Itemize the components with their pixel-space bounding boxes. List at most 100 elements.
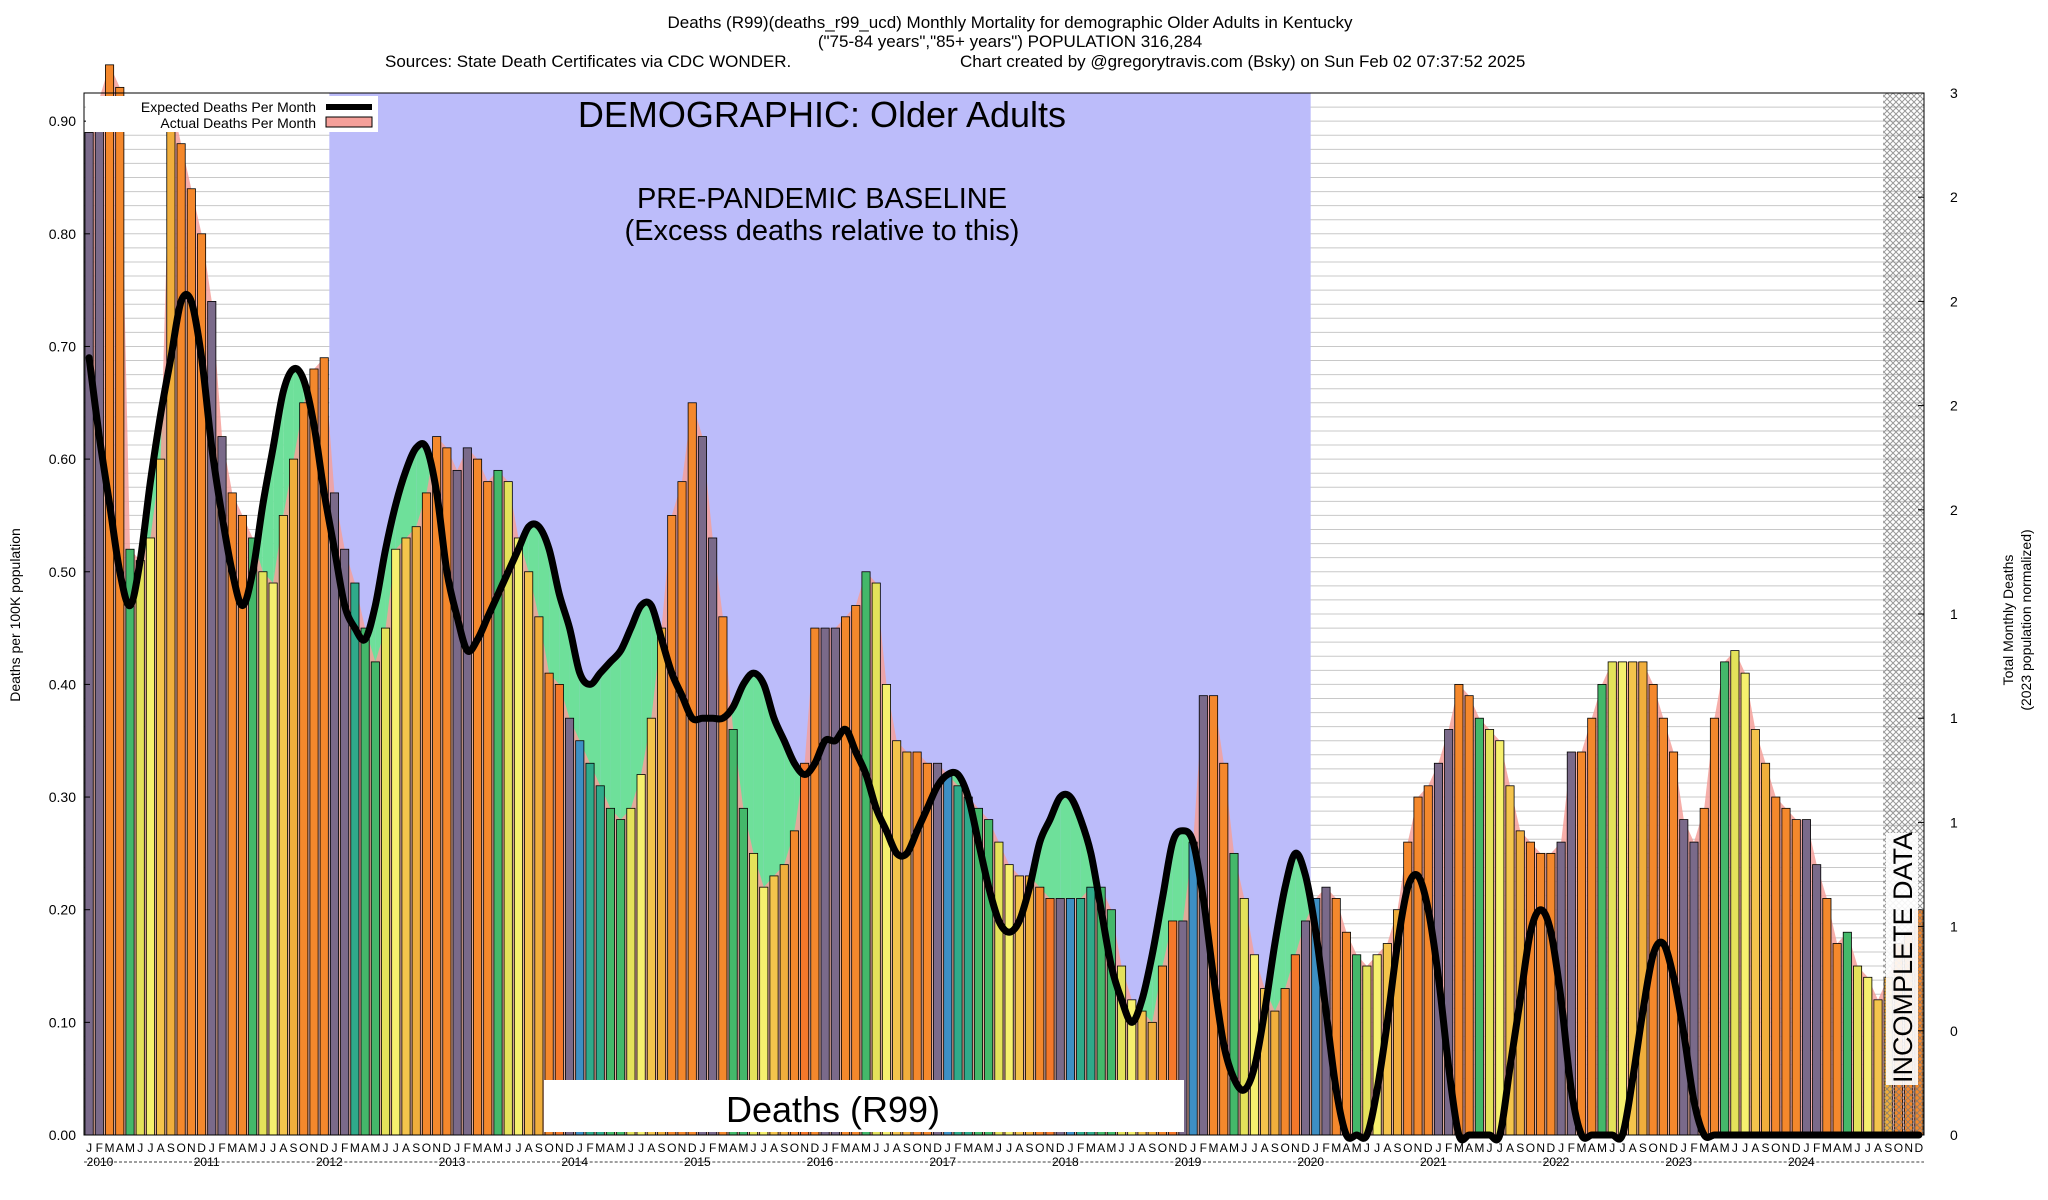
month-tick-label: M (370, 1141, 380, 1155)
month-tick-label: F (954, 1141, 961, 1155)
bar (411, 526, 421, 1136)
month-tick-label: O (912, 1141, 921, 1155)
month-tick-label: J (638, 1141, 644, 1155)
bar (105, 64, 115, 1136)
y-tick-label: 0.90 (49, 113, 76, 129)
month-tick-label: A (893, 1141, 901, 1155)
month-tick-label: J (383, 1141, 389, 1155)
year-tick-label: 2018 (1052, 1155, 1079, 1169)
bar (830, 627, 840, 1136)
year-tick-label: 2010 (87, 1155, 114, 1169)
month-tick-label: M (1577, 1141, 1587, 1155)
month-tick-label: J (1067, 1141, 1073, 1155)
month-tick-label: A (1138, 1141, 1146, 1155)
bar (1863, 976, 1873, 1136)
month-tick-label: A (852, 1141, 860, 1155)
month-tick-label: J (137, 1141, 143, 1155)
bar (452, 469, 462, 1136)
month-tick-label: A (1465, 1141, 1473, 1155)
bar (708, 537, 718, 1136)
incomplete-label-group: INCOMPLETE DATA (1886, 832, 1918, 1085)
month-tick-label: A (116, 1141, 124, 1155)
month-tick-label: D (1792, 1141, 1801, 1155)
month-tick-label: F (1077, 1141, 1084, 1155)
cause-label: Deaths (R99) (726, 1089, 940, 1130)
bar (381, 627, 391, 1136)
month-tick-label: J (1609, 1141, 1615, 1155)
month-tick-label: J (996, 1141, 1002, 1155)
bar (370, 661, 380, 1136)
month-tick-label: S (1026, 1141, 1034, 1155)
baseline-label-line1: PRE-PANDEMIC BASELINE (637, 183, 1007, 215)
bar (912, 751, 922, 1136)
bar (329, 492, 339, 1136)
bar (1352, 954, 1362, 1136)
bar (1801, 819, 1811, 1136)
y-tick-label: 0.70 (49, 338, 76, 354)
month-tick-label: M (1842, 1141, 1852, 1155)
chart-title-line2: ("75-84 years","85+ years") POPULATION 3… (818, 32, 1202, 51)
month-tick-label: J (699, 1141, 705, 1155)
bar (421, 492, 431, 1136)
month-tick-label: F (218, 1141, 225, 1155)
month-tick-label: O (544, 1141, 553, 1155)
chart-credit: Chart created by @gregorytravis.com (Bsk… (960, 52, 1525, 71)
bar (1454, 684, 1464, 1136)
month-tick-label: J (751, 1141, 757, 1155)
month-tick-label: M (1331, 1141, 1341, 1155)
month-tick-label: A (1015, 1141, 1023, 1155)
bar (1229, 852, 1239, 1136)
month-tick-label: A (647, 1141, 655, 1155)
month-tick-label: M (718, 1141, 728, 1155)
legend: Expected Deaths Per Month Actual Deaths … (86, 96, 378, 132)
month-tick-label: J (270, 1141, 276, 1155)
month-tick-label: D (1424, 1141, 1433, 1155)
month-tick-label: A (770, 1141, 778, 1155)
month-tick-label: J (761, 1141, 767, 1155)
month-tick-label: A (1629, 1141, 1637, 1155)
month-tick-label: J (1435, 1141, 1441, 1155)
month-tick-label: A (238, 1141, 246, 1155)
month-tick-label: J (1865, 1141, 1871, 1155)
bar (1669, 751, 1679, 1136)
month-tick-label: M (1822, 1141, 1832, 1155)
month-tick-label: M (1229, 1141, 1239, 1155)
bar (800, 762, 810, 1136)
month-tick-label: J (454, 1141, 460, 1155)
bar (268, 582, 278, 1136)
month-tick-label: A (1833, 1141, 1841, 1155)
month-tick-label: M (1352, 1141, 1362, 1155)
bar (360, 627, 370, 1136)
month-tick-label: J (1497, 1141, 1503, 1155)
month-tick-label: D (1301, 1141, 1310, 1155)
month-tick-label: A (402, 1141, 410, 1155)
month-tick-label: J (873, 1141, 879, 1155)
right-tick-label: 0 (1950, 1023, 1958, 1039)
bar (156, 458, 166, 1136)
bar (145, 537, 155, 1136)
bar (1597, 684, 1607, 1136)
bar (513, 537, 523, 1136)
bar (1280, 988, 1290, 1136)
month-tick-label: D (1915, 1141, 1924, 1155)
month-tick-label: O (422, 1141, 431, 1155)
bar (1832, 943, 1842, 1136)
bar (1791, 819, 1801, 1136)
bar (125, 548, 135, 1136)
month-tick-label: J (505, 1141, 511, 1155)
bar (728, 729, 738, 1136)
month-tick-label: M (1597, 1141, 1607, 1155)
bar (258, 571, 268, 1136)
year-tick-label: 2014 (561, 1155, 588, 1169)
month-tick-label: J (1241, 1141, 1247, 1155)
bar (1301, 920, 1311, 1136)
bar (575, 740, 585, 1136)
month-tick-label: D (565, 1141, 574, 1155)
month-tick-label: F (464, 1141, 471, 1155)
month-tick-label: J (1487, 1141, 1493, 1155)
month-tick-label: J (1313, 1141, 1319, 1155)
bar (1341, 931, 1351, 1136)
bar (1750, 729, 1760, 1136)
bar (544, 672, 554, 1136)
